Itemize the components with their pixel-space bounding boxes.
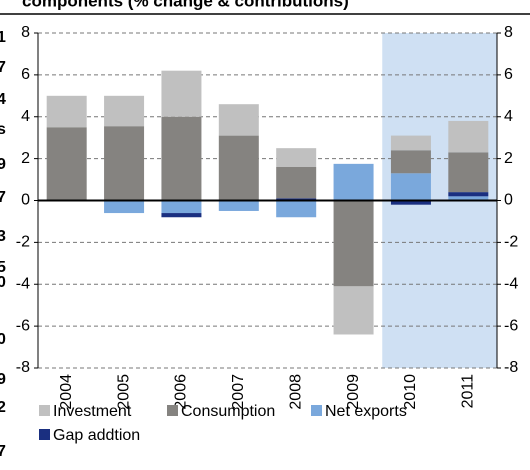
x-tick-label: 2006 <box>173 374 190 410</box>
legend-swatch <box>311 405 322 416</box>
x-tick-label: 2007 <box>230 374 247 410</box>
x-tick-label: 2010 <box>402 374 419 410</box>
bar-segment <box>161 70 202 117</box>
cut-text: 1 <box>0 29 6 46</box>
y-tick-label: -2 <box>16 234 30 251</box>
cut-text: 7 <box>0 59 6 76</box>
bar-segment <box>276 200 317 218</box>
cut-text: 3 <box>0 228 6 245</box>
legend-swatch <box>39 405 50 416</box>
cut-text: 0 <box>0 274 6 291</box>
cut-text: 0 <box>0 331 6 348</box>
y-tick-label: -6 <box>16 317 30 334</box>
legend-swatch <box>167 405 178 416</box>
bar-segment <box>333 200 374 287</box>
y-tick-label: 4 <box>21 108 30 125</box>
bar-segment <box>218 135 259 201</box>
x-tick-label: 2011 <box>460 374 477 409</box>
y2-tick-label: 2 <box>504 150 513 167</box>
legend-label: Gap addtion <box>53 427 140 444</box>
y-tick-label: 2 <box>21 150 30 167</box>
cut-text: s <box>0 121 6 138</box>
bar-segment <box>448 152 489 193</box>
legend-label: Net exports <box>325 403 407 420</box>
y-tick-label: 0 <box>21 192 30 209</box>
y-tick-label: -4 <box>16 275 30 292</box>
y2-tick-label: 4 <box>504 108 513 125</box>
legend-label: Investment <box>53 403 132 420</box>
y-tick-label: 6 <box>21 66 30 83</box>
cut-text: 9 <box>0 371 6 388</box>
bar-segment <box>218 200 259 211</box>
bar-segment <box>161 200 202 214</box>
bar-segment <box>46 95 87 128</box>
y2-tick-label: 8 <box>504 24 513 41</box>
cut-text: 5 <box>0 259 6 276</box>
bar-segment <box>448 120 489 153</box>
x-tick-label: 2004 <box>58 374 75 410</box>
cut-text: 4 <box>0 91 6 108</box>
y2-tick-label: -6 <box>504 317 518 334</box>
chart-title: components (% change & contributions) <box>22 0 349 10</box>
x-tick-label: 2008 <box>287 374 304 410</box>
legend-swatch <box>39 429 50 440</box>
y-tick-label: 8 <box>21 24 30 41</box>
bar-segment <box>104 126 145 201</box>
bar-segment <box>161 116 202 201</box>
y-tick-label: -8 <box>16 359 30 376</box>
bar-segment <box>448 196 489 201</box>
bar-segment <box>390 200 431 205</box>
y2-tick-label: -8 <box>504 359 518 376</box>
bar-segment <box>390 135 431 151</box>
bar-segment <box>390 150 431 174</box>
y2-tick-label: 0 <box>504 192 513 209</box>
cut-text: 9 <box>0 156 6 173</box>
bar-segment <box>46 127 87 201</box>
legend-label: Consumption <box>181 403 275 420</box>
bar-segment <box>276 198 317 201</box>
y2-tick-label: -2 <box>504 234 518 251</box>
bar-segment <box>161 213 202 218</box>
bar-segment <box>448 192 489 197</box>
y2-tick-label: 6 <box>504 66 513 83</box>
cut-text: 2 <box>0 399 6 416</box>
cut-text: 7 <box>0 189 6 206</box>
bar-segment <box>104 200 145 214</box>
bar-segment <box>333 163 374 201</box>
bar-segment <box>333 286 374 335</box>
bar-segment <box>218 104 259 136</box>
bar-segment <box>104 95 145 127</box>
bar-segment <box>390 173 431 201</box>
x-tick-label: 2005 <box>115 374 132 410</box>
bar-segment <box>276 148 317 167</box>
y2-tick-label: -4 <box>504 275 518 292</box>
bar-segment <box>276 167 317 199</box>
cut-text: 7 <box>0 443 6 460</box>
x-tick-label: 2009 <box>345 374 362 410</box>
